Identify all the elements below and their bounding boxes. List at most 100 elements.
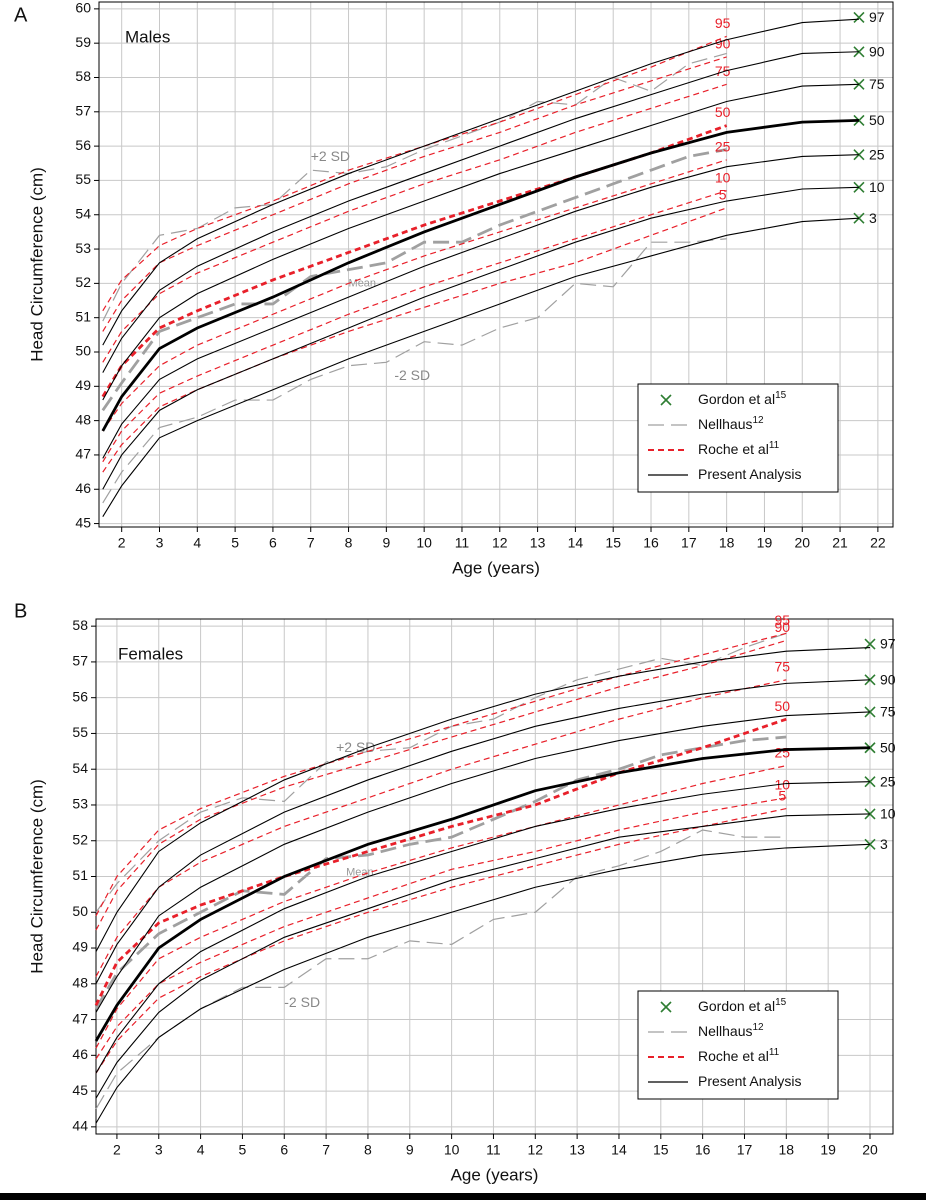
- x-tick-label: 12: [528, 1142, 544, 1158]
- curve: [94, 735, 787, 1010]
- x-tick-label: 11: [486, 1142, 501, 1158]
- legend-name: Present Analysis: [698, 466, 802, 482]
- percentile-label: 50: [880, 739, 896, 755]
- legend-label: Roche et al11: [698, 440, 780, 457]
- percentile-label: 3: [869, 210, 877, 226]
- curve: [95, 679, 871, 985]
- curve-label: 25: [715, 139, 731, 155]
- curve: [102, 154, 859, 459]
- x-tick-label: 19: [820, 1142, 836, 1158]
- curve: [95, 639, 787, 931]
- x-tick-label: 12: [492, 535, 508, 551]
- marker-stroke: [853, 11, 865, 24]
- y-tick-label: 47: [75, 446, 91, 462]
- panel-label: B: [14, 600, 27, 622]
- x-tick-label: 13: [569, 1142, 585, 1158]
- x-tick-label: 7: [307, 535, 315, 551]
- curve: [102, 238, 727, 504]
- x-tick-label: 19: [757, 535, 773, 551]
- curve-label: 95: [715, 15, 731, 31]
- panel: 2 3 4 5 6 7 8 9 10 11 12 13 14 15 16 17 18 19 20 21 22454647…: [14, 0, 894, 577]
- x-tick-label: 20: [794, 535, 810, 551]
- y-tick-label: 51: [75, 308, 91, 324]
- x-tick-label: 17: [681, 535, 697, 551]
- legend-ref: 15: [775, 997, 787, 1008]
- y-tick-label: 53: [72, 796, 88, 812]
- legend-name: Roche et al: [698, 1048, 769, 1064]
- curve-label: 95: [775, 612, 791, 628]
- legend-name: Gordon et al: [698, 998, 775, 1014]
- x-tick-label: 5: [239, 1142, 247, 1158]
- y-tick-label: 44: [72, 1118, 88, 1134]
- y-tick-label: 52: [75, 274, 91, 290]
- x-tick-label: 5: [231, 535, 239, 551]
- x-tick-label: 7: [322, 1142, 330, 1158]
- y-tick-label: 48: [75, 411, 91, 427]
- curve: [95, 765, 787, 1049]
- curve: [102, 186, 859, 490]
- legend-ref: 11: [769, 440, 780, 451]
- percentile-label: 75: [869, 76, 885, 92]
- panel-label: A: [14, 4, 28, 26]
- legend-ref: 15: [775, 390, 787, 401]
- curve: [102, 56, 727, 332]
- curve: [95, 807, 787, 1074]
- y-tick-label: 54: [72, 760, 88, 776]
- percentile-label: 97: [880, 636, 896, 652]
- legend-name: Gordon et al: [698, 391, 775, 407]
- x-tick-label: 2: [118, 535, 126, 551]
- marker: [853, 11, 865, 24]
- x-tick-label: 3: [156, 535, 164, 551]
- x-tick-label: 6: [280, 1142, 288, 1158]
- curve: [102, 52, 727, 322]
- y-tick-label: 56: [72, 688, 88, 704]
- legend-name: Present Analysis: [698, 1073, 802, 1089]
- x-tick-label: 4: [197, 1142, 205, 1158]
- panel: 2 3 4 5 6 7 8 9 10 11 12 13 14 15 16 17 18 19 204445464748…: [14, 600, 896, 1184]
- x-tick-label: 8: [345, 535, 353, 551]
- y-tick-label: 59: [75, 34, 91, 50]
- curve: [101, 124, 728, 398]
- y-tick-label: 55: [72, 724, 88, 740]
- y-tick-label: 46: [72, 1046, 88, 1062]
- legend: Gordon et al15 Nellhaus12 Roche et al11 Pre…: [637, 990, 839, 1100]
- curve: [102, 35, 727, 312]
- y-tick-label: 52: [72, 831, 88, 847]
- curve-label: 50: [715, 104, 731, 120]
- curve: [95, 711, 871, 1013]
- legend-box: [637, 383, 839, 493]
- curve: [95, 632, 787, 917]
- x-tick-label: 15: [653, 1142, 669, 1158]
- x-tick-label: 15: [605, 535, 621, 551]
- curve-label: 5: [719, 187, 727, 203]
- x-tick-label: 8: [364, 1142, 372, 1158]
- x-tick-label: 13: [530, 535, 546, 551]
- curve: [102, 83, 859, 401]
- y-tick-label: 57: [75, 103, 91, 119]
- percentile-label: 10: [880, 806, 896, 822]
- x-tick-label: 10: [416, 535, 432, 551]
- bottom-rule: [0, 1193, 926, 1200]
- legend-name: Nellhaus: [698, 1023, 752, 1039]
- x-tick-label: 2: [113, 1142, 121, 1158]
- x-tick-label: 11: [455, 535, 470, 551]
- y-tick-label: 53: [75, 240, 91, 256]
- x-tick-label: 14: [568, 535, 584, 551]
- y-tick-label: 47: [72, 1010, 88, 1026]
- curve: [95, 647, 871, 952]
- x-axis-title: Age (years): [452, 558, 540, 577]
- curve: [95, 797, 787, 1060]
- y-axis-title: Head Circumference (cm): [27, 167, 46, 362]
- legend-ref: 12: [752, 1022, 764, 1033]
- legend-label: Gordon et al15: [698, 997, 787, 1014]
- legend-ref: 12: [752, 415, 764, 426]
- y-tick-label: 45: [72, 1082, 88, 1098]
- x-tick-label: 9: [382, 535, 390, 551]
- curve: [102, 51, 859, 373]
- x-tick-label: 18: [719, 535, 735, 551]
- annotation: Males: [125, 27, 170, 46]
- x-tick-label: 4: [193, 535, 201, 551]
- legend-name: Roche et al: [698, 441, 769, 457]
- legend-marker: [660, 1001, 672, 1013]
